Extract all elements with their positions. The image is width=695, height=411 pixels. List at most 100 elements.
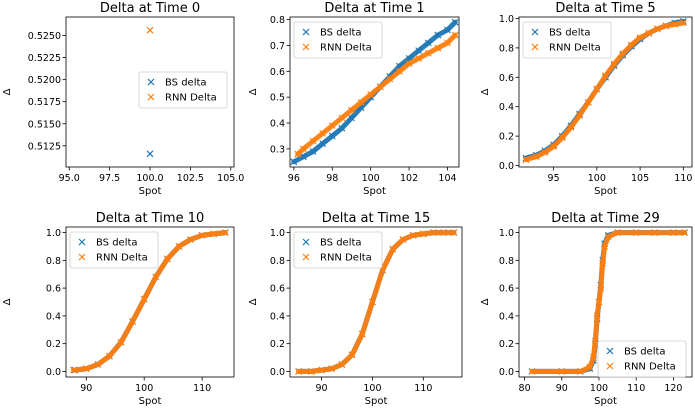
data-point (318, 366, 325, 374)
data-point (328, 132, 336, 140)
data-point (567, 123, 575, 131)
data-point (198, 231, 206, 239)
legend-label: BS delta (549, 28, 591, 39)
y-tick-label: 0.2 (270, 339, 285, 350)
data-point (163, 255, 171, 263)
legend-marker (147, 93, 155, 101)
series-rnn-delta (294, 31, 459, 158)
data-point (338, 124, 346, 132)
x-tick-label: 98 (326, 173, 338, 184)
data-point (636, 34, 644, 42)
plot-area (522, 17, 687, 164)
data-point (558, 134, 566, 142)
data-point (221, 229, 229, 236)
data-point (357, 98, 365, 106)
x-axis-label: Spot (594, 396, 617, 407)
y-tick-label: 0.2 (499, 132, 514, 143)
x-tick-label: 95.0 (59, 173, 80, 184)
data-point (187, 236, 194, 243)
data-point (586, 363, 594, 371)
series-rnn-delta (146, 26, 154, 34)
x-axis-label: Spot (139, 186, 162, 197)
data-point (619, 50, 627, 58)
data-point (409, 231, 417, 239)
data-point (450, 229, 458, 236)
y-tick-label: 0.4 (499, 311, 514, 322)
data-point (129, 318, 137, 325)
data-point (440, 229, 448, 236)
x-tick-label: 100 (362, 173, 380, 184)
data-point (669, 229, 677, 236)
y-tick-label: 0.6 (270, 284, 285, 295)
data-point (348, 106, 355, 114)
data-point (681, 229, 688, 236)
legend-marker (147, 78, 155, 86)
legend-label: BS delta (624, 347, 666, 358)
y-tick-label: 0.5150 (28, 119, 61, 130)
x-tick-label: 90 (80, 383, 92, 394)
data-point (307, 368, 315, 375)
y-axis-label: Δ (480, 298, 491, 305)
y-tick-label: 0.6 (46, 284, 61, 295)
x-tick-label: 110 (627, 383, 645, 394)
x-axis-label: Spot (365, 396, 388, 407)
data-point (338, 114, 346, 122)
data-point (576, 368, 584, 375)
y-tick-label: 0.8 (46, 256, 61, 267)
data-point (146, 150, 154, 158)
subplot-title: Delta at Time 29 (551, 211, 660, 226)
y-tick-label: 0.6 (499, 284, 514, 295)
y-axis-label: Δ (2, 298, 13, 305)
plot-area (295, 229, 458, 375)
series-band (296, 230, 457, 374)
legend-marker (606, 347, 614, 355)
data-point (295, 368, 303, 375)
data-point (290, 158, 298, 166)
y-tick-label: 0.4 (270, 311, 285, 322)
x-axis-label: Spot (139, 396, 162, 407)
legend: BS delta RNN Delta (522, 21, 612, 59)
x-tick-label: 105.0 (217, 173, 244, 184)
data-point (550, 142, 558, 150)
legend-marker (606, 362, 614, 370)
legend-label: BS delta (96, 238, 138, 249)
y-tick-label: 0.0 (499, 161, 514, 172)
data-point (294, 150, 302, 158)
y-axis-label: Δ (2, 88, 13, 95)
data-point (319, 140, 327, 148)
data-point (399, 236, 407, 243)
legend-label: RNN Delta (320, 253, 372, 264)
x-tick-label: 100.0 (136, 173, 163, 184)
series-rnn-delta (70, 229, 229, 374)
y-tick-label: 0.8 (270, 15, 285, 26)
plot-area (290, 18, 459, 166)
y-tick-label: 0.3 (270, 144, 285, 155)
data-point (328, 365, 336, 373)
data-point (348, 114, 355, 122)
x-tick-label: 110 (674, 173, 692, 184)
data-point (628, 41, 635, 49)
y-tick-label: 1.0 (499, 14, 514, 25)
legend-marker (78, 253, 86, 261)
legend-marker (531, 43, 539, 51)
data-point (632, 229, 640, 236)
y-tick-label: 0.4 (270, 119, 285, 130)
legend-label: RNN Delta (320, 43, 372, 54)
y-tick-label: 0.0 (499, 367, 514, 378)
plot-area (70, 229, 229, 374)
plot-area (528, 229, 688, 375)
y-tick-label: 0.4 (499, 102, 514, 113)
data-point (651, 229, 659, 236)
data-point (451, 31, 459, 39)
data-point (348, 351, 356, 359)
x-tick-label: 100 (590, 383, 608, 394)
plot-area (146, 26, 154, 158)
legend-marker (531, 28, 539, 36)
data-point (599, 259, 607, 267)
data-point (419, 230, 427, 238)
data-point (424, 49, 432, 57)
data-point (444, 39, 451, 47)
legend-marker (78, 238, 86, 246)
x-tick-label: 102 (400, 173, 418, 184)
legend-label: RNN Delta (96, 253, 148, 264)
